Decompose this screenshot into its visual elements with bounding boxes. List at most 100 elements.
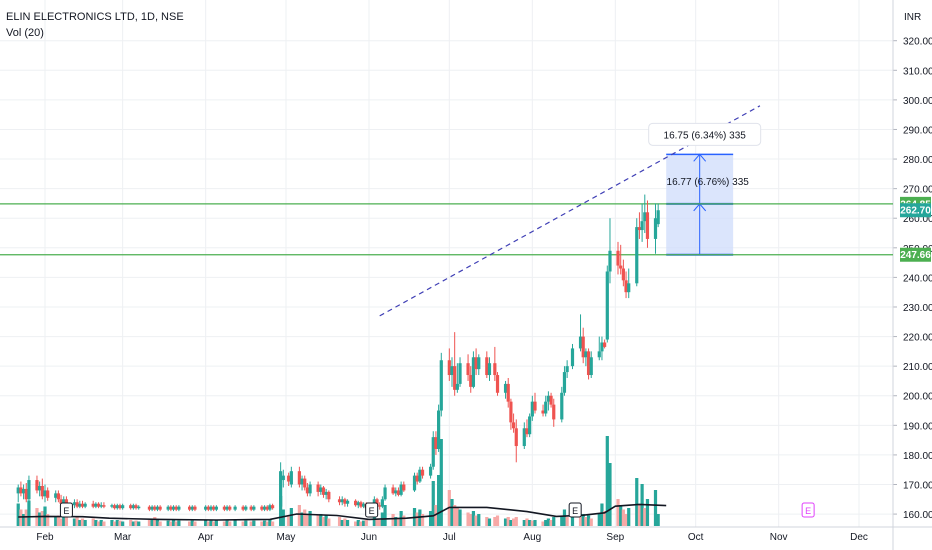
volume-bar bbox=[24, 509, 28, 526]
volume-bar bbox=[466, 512, 470, 526]
candle-body bbox=[337, 499, 342, 503]
candle-body bbox=[656, 210, 660, 225]
candle-body bbox=[233, 506, 237, 510]
candle-body bbox=[391, 487, 395, 494]
volume-bar bbox=[354, 521, 358, 526]
candle-body bbox=[528, 416, 532, 435]
price-tag bbox=[900, 247, 931, 262]
candle-body bbox=[169, 506, 173, 510]
candle-body bbox=[589, 357, 593, 376]
volume-bar bbox=[174, 521, 178, 526]
volume-bar bbox=[171, 520, 176, 526]
volume-bar bbox=[415, 512, 419, 526]
volume-bar bbox=[635, 478, 639, 526]
candle-body bbox=[260, 506, 264, 510]
candle-body bbox=[80, 503, 85, 507]
candle-body bbox=[155, 506, 160, 510]
volume-bar bbox=[364, 520, 368, 526]
volume-bar bbox=[206, 521, 210, 526]
x-tick-label: Dec bbox=[850, 532, 868, 543]
volume-bar bbox=[552, 517, 556, 526]
candle-body bbox=[471, 357, 476, 387]
volume-bar bbox=[270, 521, 275, 526]
volume-bar bbox=[96, 521, 101, 526]
volume-bar bbox=[474, 515, 478, 526]
earnings-marker[interactable] bbox=[568, 502, 582, 518]
candle-body bbox=[115, 505, 119, 509]
candle-body bbox=[394, 490, 398, 494]
y-tick-label: 180.00 bbox=[903, 451, 932, 462]
volume-bar bbox=[597, 514, 601, 526]
volume-bar bbox=[72, 518, 77, 526]
candle-body bbox=[549, 395, 553, 405]
candle-body bbox=[228, 506, 232, 510]
volume-bar bbox=[46, 514, 50, 526]
candle-body bbox=[21, 488, 26, 494]
candle-body bbox=[645, 212, 650, 239]
candle-body bbox=[578, 336, 583, 349]
volume-bar bbox=[131, 521, 135, 526]
candle-body bbox=[270, 505, 275, 509]
volume-bar bbox=[643, 508, 647, 526]
candle-body bbox=[653, 218, 658, 239]
volume-bar bbox=[222, 521, 227, 526]
candle-body bbox=[64, 499, 69, 506]
candle-body bbox=[619, 265, 623, 269]
x-tick-label: Jul bbox=[443, 532, 456, 543]
candle-body bbox=[605, 271, 609, 340]
candle-body bbox=[624, 280, 628, 293]
candle-body bbox=[62, 499, 66, 504]
volume-bar bbox=[544, 520, 548, 526]
future-earnings-marker[interactable] bbox=[801, 502, 815, 518]
candle-body bbox=[474, 357, 478, 370]
volume-bar bbox=[541, 521, 545, 526]
volume-bar bbox=[565, 517, 569, 526]
candle-body bbox=[150, 506, 154, 510]
candle-body bbox=[222, 506, 227, 510]
candle-body bbox=[514, 428, 518, 447]
volume-bar bbox=[533, 520, 537, 526]
volume-bar bbox=[113, 521, 117, 526]
y-tick-label: 190.00 bbox=[903, 421, 932, 432]
candle-body bbox=[158, 506, 162, 510]
candle-body bbox=[560, 392, 564, 420]
candle-body bbox=[356, 502, 360, 506]
volume-bar bbox=[150, 518, 154, 526]
candle-body bbox=[506, 383, 510, 402]
volume-bar bbox=[78, 520, 82, 526]
volume-bar bbox=[560, 515, 564, 526]
volume-bar bbox=[345, 520, 350, 526]
candle-body bbox=[450, 366, 454, 376]
volume-bar bbox=[495, 515, 500, 526]
volume-bar bbox=[570, 512, 575, 526]
candle-body bbox=[94, 503, 98, 507]
volume-bar bbox=[99, 520, 103, 526]
volume-indicator-label[interactable]: Vol (20) bbox=[6, 27, 44, 39]
y-tick-label: 320.00 bbox=[903, 37, 932, 48]
volume-bar bbox=[94, 520, 98, 526]
candle-body bbox=[603, 342, 607, 347]
volume-bar bbox=[83, 520, 87, 526]
symbol-title[interactable]: ELIN ELECTRONICS LTD, 1D, NSE bbox=[6, 11, 184, 23]
volume-bar bbox=[155, 520, 160, 526]
x-tick-label: Apr bbox=[198, 532, 214, 543]
candle-body bbox=[46, 490, 50, 498]
volume-bar bbox=[514, 517, 518, 526]
candle-body bbox=[297, 471, 301, 485]
candle-body bbox=[340, 499, 344, 503]
y-tick-label: 270.00 bbox=[903, 185, 932, 196]
candle-body bbox=[43, 490, 47, 497]
volume-bar bbox=[249, 521, 253, 526]
candle-body bbox=[137, 506, 141, 509]
volume-bar bbox=[586, 515, 591, 526]
earnings-marker[interactable] bbox=[365, 502, 379, 518]
volume-bar bbox=[129, 520, 133, 526]
volume-bar bbox=[645, 499, 650, 526]
earnings-marker[interactable] bbox=[59, 502, 73, 518]
candle-body bbox=[187, 506, 192, 510]
volume-bar bbox=[260, 521, 264, 526]
volume-bar bbox=[38, 512, 42, 526]
